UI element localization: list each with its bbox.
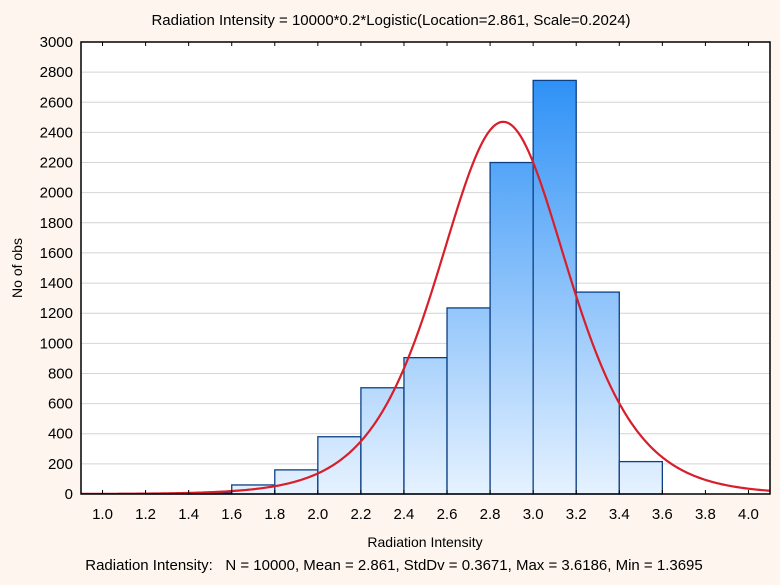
histogram-bar — [489, 161, 534, 495]
y-tick-label: 400 — [48, 426, 73, 443]
histogram-bar — [532, 79, 577, 495]
y-tick-label: 1600 — [40, 245, 73, 262]
histogram-bar — [360, 387, 405, 495]
x-tick-label: 1.4 — [178, 506, 199, 523]
y-tick-label: 200 — [48, 456, 73, 473]
summary-footer: Radiation Intensity: N = 10000, Mean = 2… — [85, 557, 702, 574]
x-axis-label: Radiation Intensity — [367, 534, 482, 550]
y-tick-label: 2800 — [40, 64, 73, 81]
y-tick-label: 2000 — [40, 185, 73, 202]
histogram-bar — [403, 356, 448, 495]
logistic-fit-curve — [81, 120, 770, 494]
histogram-bar — [446, 307, 491, 495]
x-tick-label: 3.8 — [695, 506, 716, 523]
y-tick-label: 1400 — [40, 275, 73, 292]
histogram-bar — [317, 436, 362, 495]
y-tick-label: 1200 — [40, 305, 73, 322]
y-tick-label: 2200 — [40, 155, 73, 172]
x-tick-label: 2.6 — [437, 506, 458, 523]
x-tick-label: 3.2 — [566, 506, 587, 523]
fit-curve-group — [81, 120, 770, 494]
x-tick-label: 1.2 — [135, 506, 156, 523]
y-tick-label: 600 — [48, 396, 73, 413]
x-tick-label: 2.0 — [307, 506, 328, 523]
x-tick-label: 3.6 — [652, 506, 673, 523]
x-tick-label: 1.8 — [264, 506, 285, 523]
x-tick-label: 2.4 — [394, 506, 415, 523]
x-tick-label: 1.6 — [221, 506, 242, 523]
y-tick-label: 3000 — [40, 34, 73, 51]
y-tick-label: 800 — [48, 365, 73, 382]
y-tick-labels: 0 200 400 600 800 1000 1200 1400 1600 1800 2000 220… — [40, 34, 73, 503]
axes — [80, 41, 771, 495]
x-tick-label: 2.2 — [350, 506, 371, 523]
y-tick-label: 0 — [65, 486, 73, 503]
x-tick-labels: 1.0 1.2 1.4 1.6 1.8 2.0 2.2 2.4 2.6 2.8 3.0 3.2 3.4 3… — [92, 506, 759, 523]
x-tick-label: 4.0 — [738, 506, 759, 523]
y-tick-label: 2600 — [40, 94, 73, 111]
y-tick-label: 2400 — [40, 124, 73, 141]
x-tick-label: 2.8 — [480, 506, 501, 523]
y-tick-label: 1800 — [40, 215, 73, 232]
y-axis-label: No of obs — [9, 238, 25, 298]
histogram-bar — [618, 460, 663, 495]
y-tick-label: 1000 — [40, 335, 73, 352]
histogram-bars — [144, 79, 663, 495]
x-tick-label: 3.0 — [523, 506, 544, 523]
chart-title: Radiation Intensity = 10000*0.2*Logistic… — [151, 12, 630, 29]
x-tick-label: 1.0 — [92, 506, 113, 523]
plot-frame — [80, 41, 771, 495]
x-tick-label: 3.4 — [609, 506, 630, 523]
histogram-bar — [575, 291, 620, 495]
